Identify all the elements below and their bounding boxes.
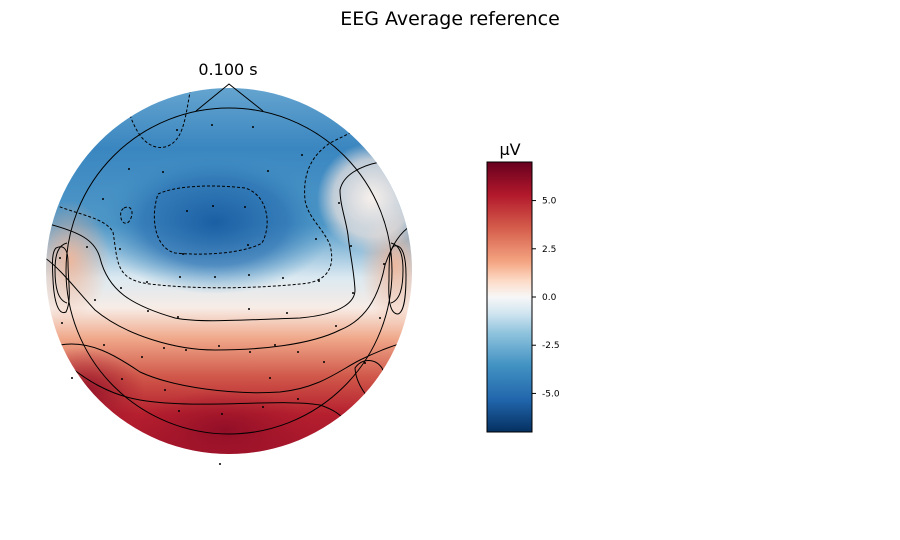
sensor-marker [219, 463, 221, 465]
sensor-marker [211, 124, 213, 126]
sensor-marker [120, 287, 122, 289]
sensor-marker [212, 205, 214, 207]
sensor-marker [103, 344, 105, 346]
contour-pos-1 [46, 224, 412, 351]
sensor-marker [335, 325, 337, 327]
sensor-marker [269, 377, 271, 379]
colorbar-tick-label: 5.0 [542, 197, 557, 207]
sensor-marker [221, 413, 223, 415]
sensor-marker [185, 349, 187, 351]
sensor-marker [71, 377, 73, 379]
sensor-marker [262, 406, 264, 408]
sensor-marker [383, 263, 385, 265]
figure-title: EEG Average reference [340, 8, 560, 30]
sensor-marker [248, 274, 250, 276]
colorbar-gradient [486, 161, 533, 433]
sensor-marker [162, 171, 164, 173]
sensor-marker [177, 316, 179, 318]
sensor-marker [94, 299, 96, 301]
sensor-marker [128, 168, 130, 170]
sensor-marker [352, 292, 354, 294]
sensor-marker [86, 246, 88, 248]
contour-pos-3 [61, 359, 346, 421]
sensor-marker [247, 244, 249, 246]
colorbar-tick-label: 2.5 [542, 245, 556, 255]
sensor-marker [182, 253, 184, 255]
sensor-marker [179, 276, 181, 278]
contour-neg-inner [153, 185, 268, 255]
sensor-marker [267, 170, 269, 172]
sensor-marker [186, 210, 188, 212]
sensor-marker [163, 347, 165, 349]
sensor-marker [121, 378, 123, 380]
head-outline [65, 107, 393, 435]
left-ear-outline [54, 242, 68, 304]
sensor-marker [364, 362, 366, 364]
sensor-marker [318, 280, 320, 282]
sensor-marker [338, 202, 340, 204]
sensor-marker [286, 312, 288, 314]
sensor-marker [301, 154, 303, 156]
sensor-markers [59, 124, 385, 465]
sensor-marker [214, 276, 216, 278]
sensor-marker [274, 344, 276, 346]
sensor-marker [164, 389, 166, 391]
colorbar-tick-label: -5.0 [542, 389, 560, 399]
colorbar-ticks: 5.0 2.5 0.0 -2.5 -5.0 [532, 197, 560, 399]
time-label: 0.100 s [198, 60, 258, 79]
sensor-marker [248, 308, 250, 310]
topo-field [46, 88, 412, 454]
sensor-marker [178, 410, 180, 412]
colorbar-tick-label: 0.0 [542, 293, 557, 303]
contour-neg-small [120, 206, 133, 224]
sensor-marker [297, 351, 299, 353]
sensor-marker [297, 398, 299, 400]
sensor-marker [323, 361, 325, 363]
colorbar-unit-label: µV [499, 140, 521, 159]
sensor-marker [350, 245, 352, 247]
colorbar-tick-label: -2.5 [542, 341, 560, 351]
right-ear-outline [390, 242, 404, 304]
sensor-marker [59, 257, 61, 259]
sensor-marker [249, 351, 251, 353]
sensor-marker [141, 356, 143, 358]
sensor-marker [218, 345, 220, 347]
contour-right-ear [388, 245, 407, 315]
sensor-marker [252, 126, 254, 128]
sensor-marker [61, 322, 63, 324]
sensor-marker [147, 310, 149, 312]
sensor-marker [119, 248, 121, 250]
sensor-marker [282, 277, 284, 279]
contour-zero [46, 161, 381, 322]
sensor-marker [315, 238, 317, 240]
nose-outline [195, 83, 264, 112]
contour-neg-top [129, 91, 191, 148]
sensor-marker [176, 129, 178, 131]
sensor-marker [102, 198, 104, 200]
sensor-marker [146, 281, 148, 283]
sensor-marker [379, 317, 381, 319]
contour-neg-outer [54, 131, 353, 289]
sensor-marker [244, 206, 246, 208]
